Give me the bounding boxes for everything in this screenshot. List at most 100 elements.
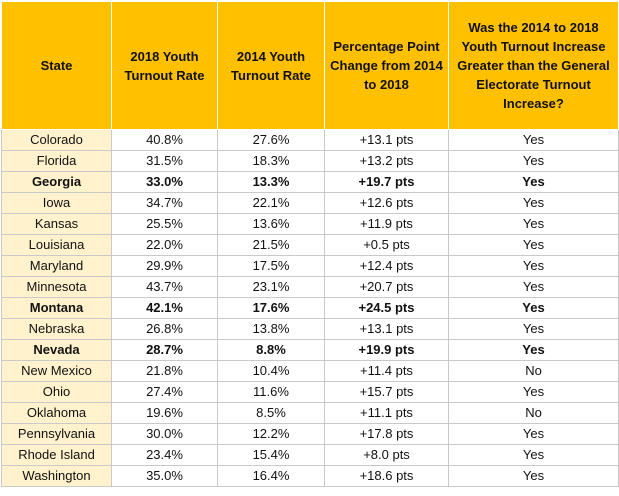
table-cell: +0.5 pts: [324, 234, 449, 256]
table-row: Nebraska 26.8% 13.8% +13.1 pts Yes: [1, 318, 619, 340]
table-cell: 29.9%: [111, 255, 218, 277]
state-cell: Washington: [1, 465, 112, 487]
table-row: Washington 35.0% 16.4% +18.6 pts Yes: [1, 465, 619, 487]
table-cell: 27.6%: [217, 129, 325, 151]
table-body: Colorado 40.8% 27.6% +13.1 pts Yes Florida 31.…: [1, 129, 619, 487]
table-cell: Yes: [448, 192, 619, 214]
table-cell: 18.3%: [217, 150, 325, 172]
table-cell: 11.6%: [217, 381, 325, 403]
table-cell: Yes: [448, 213, 619, 235]
table-cell: 16.4%: [217, 465, 325, 487]
table-cell: +12.4 pts: [324, 255, 449, 277]
table-cell: 43.7%: [111, 276, 218, 298]
state-cell: Louisiana: [1, 234, 112, 256]
table-cell: +20.7 pts: [324, 276, 449, 298]
column-header-2: 2014 Youth Turnout Rate: [217, 1, 325, 130]
state-cell: Rhode Island: [1, 444, 112, 466]
table-row: Rhode Island 23.4% 15.4% +8.0 pts Yes: [1, 444, 619, 466]
state-cell: Pennsylvania: [1, 423, 112, 445]
table-row: Maryland 29.9% 17.5% +12.4 pts Yes: [1, 255, 619, 277]
state-cell: Maryland: [1, 255, 112, 277]
turnout-table: State 2018 Youth Turnout Rate 2014 Youth T…: [1, 1, 619, 487]
table-cell: 26.8%: [111, 318, 218, 340]
table-cell: 40.8%: [111, 129, 218, 151]
table-cell: Yes: [448, 129, 619, 151]
table-cell: Yes: [448, 150, 619, 172]
table-row: Nevada 28.7% 8.8% +19.9 pts Yes: [1, 339, 619, 361]
table-cell: +8.0 pts: [324, 444, 449, 466]
table-cell: Yes: [448, 171, 619, 193]
table-cell: 35.0%: [111, 465, 218, 487]
table-cell: +11.1 pts: [324, 402, 449, 424]
table-cell: Yes: [448, 339, 619, 361]
table-cell: 27.4%: [111, 381, 218, 403]
table-row: Pennsylvania 30.0% 12.2% +17.8 pts Yes: [1, 423, 619, 445]
table-cell: 22.1%: [217, 192, 325, 214]
table-cell: No: [448, 360, 619, 382]
table-row: Minnesota 43.7% 23.1% +20.7 pts Yes: [1, 276, 619, 298]
table-cell: +12.6 pts: [324, 192, 449, 214]
table-cell: +11.9 pts: [324, 213, 449, 235]
table-row: Colorado 40.8% 27.6% +13.1 pts Yes: [1, 129, 619, 151]
table-cell: Yes: [448, 318, 619, 340]
table-cell: 30.0%: [111, 423, 218, 445]
state-cell: Oklahoma: [1, 402, 112, 424]
table-row: Louisiana 22.0% 21.5% +0.5 pts Yes: [1, 234, 619, 256]
table-row: New Mexico 21.8% 10.4% +11.4 pts No: [1, 360, 619, 382]
table-row: Kansas 25.5% 13.6% +11.9 pts Yes: [1, 213, 619, 235]
table-cell: +13.1 pts: [324, 129, 449, 151]
table-cell: 33.0%: [111, 171, 218, 193]
table-cell: Yes: [448, 381, 619, 403]
table-cell: 22.0%: [111, 234, 218, 256]
table-row: Georgia 33.0% 13.3% +19.7 pts Yes: [1, 171, 619, 193]
state-cell: Minnesota: [1, 276, 112, 298]
table-cell: +19.7 pts: [324, 171, 449, 193]
state-cell: Kansas: [1, 213, 112, 235]
state-cell: Ohio: [1, 381, 112, 403]
table-cell: +11.4 pts: [324, 360, 449, 382]
table-cell: 23.1%: [217, 276, 325, 298]
table-row: Iowa 34.7% 22.1% +12.6 pts Yes: [1, 192, 619, 214]
table-cell: Yes: [448, 234, 619, 256]
table-cell: 21.8%: [111, 360, 218, 382]
column-header-3: Percentage Point Change from 2014 to 201…: [324, 1, 449, 130]
table-cell: Yes: [448, 297, 619, 319]
state-cell: Montana: [1, 297, 112, 319]
table-cell: +17.8 pts: [324, 423, 449, 445]
state-cell: Nevada: [1, 339, 112, 361]
column-header-0: State: [1, 1, 112, 130]
table-cell: Yes: [448, 255, 619, 277]
table-row: Florida 31.5% 18.3% +13.2 pts Yes: [1, 150, 619, 172]
table-cell: 8.8%: [217, 339, 325, 361]
table-cell: 28.7%: [111, 339, 218, 361]
table-cell: 19.6%: [111, 402, 218, 424]
table-cell: +15.7 pts: [324, 381, 449, 403]
table-cell: 23.4%: [111, 444, 218, 466]
table-cell: 21.5%: [217, 234, 325, 256]
table-row: Montana 42.1% 17.6% +24.5 pts Yes: [1, 297, 619, 319]
state-cell: New Mexico: [1, 360, 112, 382]
table-cell: 13.8%: [217, 318, 325, 340]
table-cell: 42.1%: [111, 297, 218, 319]
table-cell: 13.6%: [217, 213, 325, 235]
state-cell: Colorado: [1, 129, 112, 151]
table-cell: 17.6%: [217, 297, 325, 319]
table-cell: Yes: [448, 276, 619, 298]
table-cell: 25.5%: [111, 213, 218, 235]
table-cell: 12.2%: [217, 423, 325, 445]
table-cell: +13.2 pts: [324, 150, 449, 172]
table-cell: No: [448, 402, 619, 424]
table-cell: 10.4%: [217, 360, 325, 382]
table-row: Ohio 27.4% 11.6% +15.7 pts Yes: [1, 381, 619, 403]
column-header-4: Was the 2014 to 2018 Youth Turnout Incre…: [448, 1, 619, 130]
table-cell: 34.7%: [111, 192, 218, 214]
table-cell: 17.5%: [217, 255, 325, 277]
column-header-1: 2018 Youth Turnout Rate: [111, 1, 218, 130]
table-cell: Yes: [448, 444, 619, 466]
table-cell: +13.1 pts: [324, 318, 449, 340]
table-cell: +19.9 pts: [324, 339, 449, 361]
table-cell: 15.4%: [217, 444, 325, 466]
state-cell: Florida: [1, 150, 112, 172]
state-cell: Georgia: [1, 171, 112, 193]
table-row: Oklahoma 19.6% 8.5% +11.1 pts No: [1, 402, 619, 424]
